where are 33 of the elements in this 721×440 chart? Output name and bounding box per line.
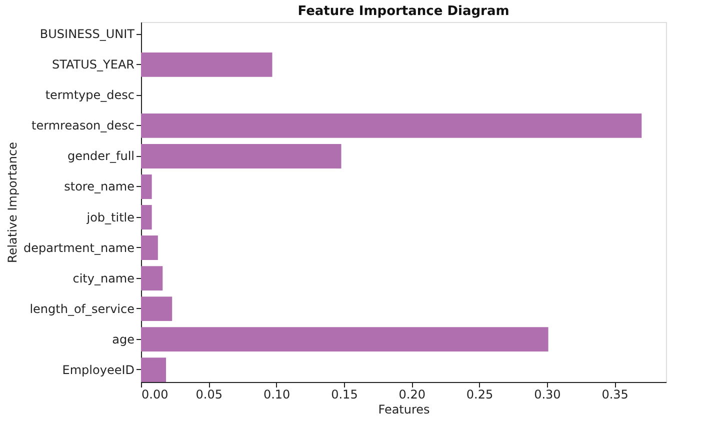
y-axis-title: Relative Importance <box>5 142 20 263</box>
y-tick-label: store_name <box>64 180 134 194</box>
bar <box>141 174 152 199</box>
x-axis-title: Features <box>378 402 430 416</box>
y-tick-label: termreason_desc <box>32 118 134 133</box>
bar <box>141 144 342 168</box>
x-tick-label: 0.10 <box>263 388 290 402</box>
x-tick-label: 0.15 <box>331 388 358 402</box>
x-tick-label: 0.25 <box>466 388 494 402</box>
bar <box>141 327 548 352</box>
x-tick-label: 0.20 <box>398 388 426 402</box>
bar <box>141 114 642 138</box>
y-tick-label: job_title <box>86 210 134 224</box>
x-tick-label: 0.35 <box>602 388 628 402</box>
y-tick-label: termtype_desc <box>45 88 134 102</box>
chart-title: Feature Importance Diagram <box>298 4 510 19</box>
y-tick-label: gender_full <box>67 149 134 164</box>
y-tick-label: length_of_service <box>30 302 134 316</box>
y-tick-label: age <box>112 332 134 346</box>
y-tick-label: department_name <box>23 240 134 255</box>
x-tick-label: 0.05 <box>196 388 223 402</box>
bar <box>141 205 152 230</box>
y-tick-label: STATUS_YEAR <box>52 58 134 72</box>
y-tick-label: BUSINESS_UNIT <box>40 27 136 42</box>
bar <box>141 358 166 382</box>
bar <box>141 266 163 290</box>
bar <box>141 296 172 321</box>
y-tick-label: city_name <box>72 271 134 286</box>
y-tick-label: EmployeeID <box>62 362 134 377</box>
bar <box>141 236 158 260</box>
x-tick-label: 0.00 <box>142 388 168 402</box>
x-tick-label: 0.30 <box>534 388 561 402</box>
bar <box>141 52 272 77</box>
